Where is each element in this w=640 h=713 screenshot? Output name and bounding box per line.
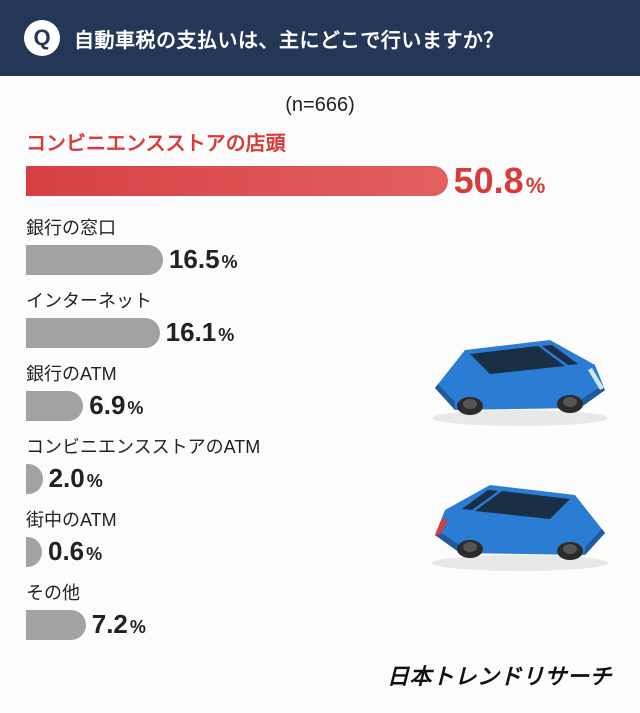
bar-line: 50.8% xyxy=(26,160,614,202)
bar-label: 銀行の窓口 xyxy=(26,214,614,240)
bar-row: コンビニエンスストアの店頭 50.8% xyxy=(26,127,614,202)
bar-fill xyxy=(26,464,43,494)
bar-fill xyxy=(26,166,448,196)
bar-line: 7.2% xyxy=(26,609,614,640)
bar-label: その他 xyxy=(26,579,614,605)
bar-value: 7.2% xyxy=(92,609,146,640)
car-icon xyxy=(420,310,620,430)
bar-value: 50.8% xyxy=(454,160,546,202)
question-text: 自動車税の支払いは、主にどこで行いますか？ xyxy=(74,24,504,53)
bar-fill xyxy=(26,391,83,421)
bar-label: コンビニエンスストアの店頭 xyxy=(26,127,614,156)
bar-value: 6.9% xyxy=(89,390,143,421)
bar-fill xyxy=(26,318,160,348)
bar-fill xyxy=(26,245,163,275)
question-header: Q 自動車税の支払いは、主にどこで行いますか？ xyxy=(0,0,640,76)
infographic-canvas: Q 自動車税の支払いは、主にどこで行いますか？ (n=666) コンビニエンスス… xyxy=(0,0,640,713)
bar-value: 16.1% xyxy=(166,317,235,348)
bar-fill xyxy=(26,537,42,567)
car-icon xyxy=(420,455,620,575)
bar-value: 16.5% xyxy=(169,244,238,275)
bar-fill xyxy=(26,610,86,640)
bar-row: その他 7.2% xyxy=(26,579,614,640)
q-badge-icon: Q xyxy=(24,20,60,56)
bar-value: 2.0% xyxy=(49,463,103,494)
sample-size: (n=666) xyxy=(0,94,640,117)
brand-footer: 日本トレンドリサーチ xyxy=(387,659,612,691)
bar-row: 銀行の窓口 16.5% xyxy=(26,214,614,275)
bar-value: 0.6% xyxy=(48,536,102,567)
bar-line: 16.5% xyxy=(26,244,614,275)
